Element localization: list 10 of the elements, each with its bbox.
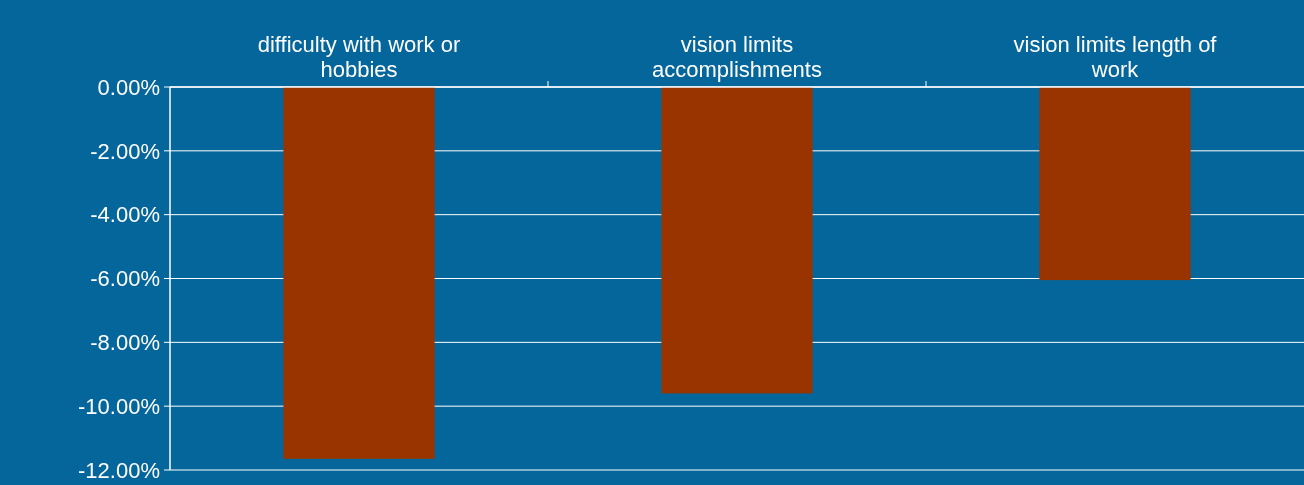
y-tick-label: -12.00%	[78, 457, 160, 483]
y-tick-label: -4.00%	[90, 202, 160, 228]
y-tick-label: -2.00%	[90, 138, 160, 164]
x-tick-label: difficulty with work or hobbies	[257, 32, 461, 82]
x-tick-label: vision limits accomplishments	[652, 32, 822, 82]
x-tick-label: vision limits length of work	[1013, 32, 1218, 82]
y-tick-label: -6.00%	[90, 266, 160, 292]
y-tick-label: -10.00%	[78, 393, 160, 419]
y-tick-label: -8.00%	[90, 330, 160, 356]
y-tick-label: 0.00%	[97, 74, 160, 100]
